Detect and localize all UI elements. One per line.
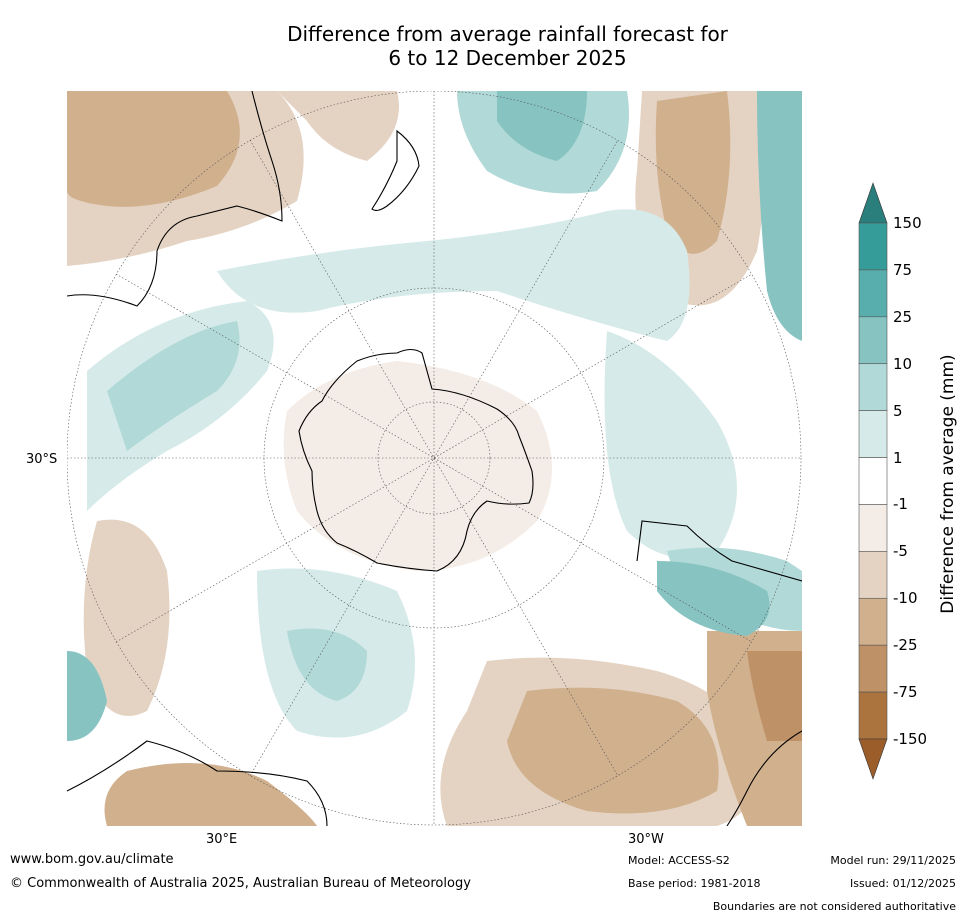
wet-region-southern-ocean-west-core	[107, 321, 240, 451]
latitude-label-30s: 30°S	[26, 452, 58, 467]
colorbar-tick-label: 25	[893, 307, 913, 326]
website-link[interactable]: www.bom.gov.au/climate	[10, 852, 174, 867]
disclaimer-text: Boundaries are not considered authoritat…	[712, 900, 956, 913]
wet-region-far-east	[757, 91, 802, 341]
colorbar-segment	[858, 269, 888, 318]
wet-region-atlantic-tropical	[657, 561, 770, 636]
colorbar-extend-bottom	[858, 738, 888, 780]
dry-region-antarctic-coast	[283, 361, 552, 571]
colorbar-tick-label: 75	[893, 260, 913, 279]
colorbar-tick-label: -75	[893, 683, 918, 702]
map-canvas	[67, 91, 802, 826]
latitude-circle-inner	[377, 401, 491, 515]
wet-region-east-pacific	[604, 331, 737, 558]
dry-region-nz-east	[277, 91, 399, 161]
wet-anomaly-regions	[67, 91, 802, 741]
title-line-1: Difference from average rainfall forecas…	[287, 22, 728, 46]
issued-text: Issued: 01/12/2025	[849, 877, 956, 890]
wet-region-africa-west	[67, 651, 107, 741]
colorbar-segment	[858, 222, 888, 271]
dry-region-south-atlantic-core	[507, 687, 719, 814]
australia-coastline	[67, 91, 283, 307]
colorbar-tick-label: 5	[893, 401, 903, 420]
colorbar-segments	[858, 222, 888, 740]
title-line-2: 6 to 12 December 2025	[388, 46, 627, 70]
colorbar-tick-label: -5	[893, 542, 908, 561]
new-zealand-coastline	[371, 129, 420, 212]
colorbar-segment	[858, 410, 888, 458]
dry-region-indian-ocean	[83, 519, 170, 716]
colorbar-title: Difference from average (mm)	[938, 354, 958, 614]
colorbar-tick-label: 1	[893, 448, 903, 467]
colorbar-segment	[858, 691, 888, 740]
model-run-text: Model run: 29/11/2025	[830, 854, 956, 867]
colorbar-tick-label: -150	[893, 730, 928, 748]
wet-region-pacific-north-core	[497, 91, 587, 161]
longitude-label-30w: 30°W	[628, 832, 664, 847]
model-text: Model: ACCESS-S2	[628, 854, 730, 867]
colorbar	[858, 182, 888, 780]
colorbar-segment	[858, 363, 888, 411]
longitude-label-30e: 30°E	[206, 832, 238, 847]
copyright-text: © Commonwealth of Australia 2025, Austra…	[10, 876, 471, 891]
colorbar-tick-label: 150	[893, 214, 922, 232]
coastlines	[67, 91, 802, 826]
dry-region-south-america-core	[747, 651, 802, 741]
graticule	[67, 91, 802, 826]
dry-anomaly-regions	[67, 91, 802, 826]
rainfall-anomaly-map	[67, 91, 802, 826]
colorbar-segment	[858, 551, 888, 599]
base-period-text: Base period: 1981-2018	[628, 877, 761, 890]
colorbar-tick-label: -10	[893, 589, 918, 608]
dry-region-pacific-east-core	[655, 91, 731, 254]
wet-region-tasman-band	[217, 209, 690, 341]
antarctica-coastline	[298, 348, 534, 572]
colorbar-segment	[858, 644, 888, 693]
wet-region-indian-south-core	[287, 628, 367, 701]
colorbar-segment	[858, 457, 888, 505]
latitude-circle-30s	[67, 91, 802, 826]
colorbar-tick-label: -25	[893, 636, 918, 655]
colorbar-segment	[858, 316, 888, 365]
africa-coastline	[67, 740, 328, 826]
colorbar-extend-top	[858, 182, 888, 224]
colorbar-segment	[858, 597, 888, 646]
south-america-east-coastline	[726, 730, 802, 826]
map-title: Difference from average rainfall forecas…	[0, 22, 965, 70]
colorbar-segment	[858, 504, 888, 552]
dry-region-africa	[104, 763, 317, 826]
colorbar-tick-label: -1	[893, 495, 908, 514]
colorbar-tick-label: 10	[893, 354, 913, 373]
south-america-coastline	[636, 520, 802, 582]
